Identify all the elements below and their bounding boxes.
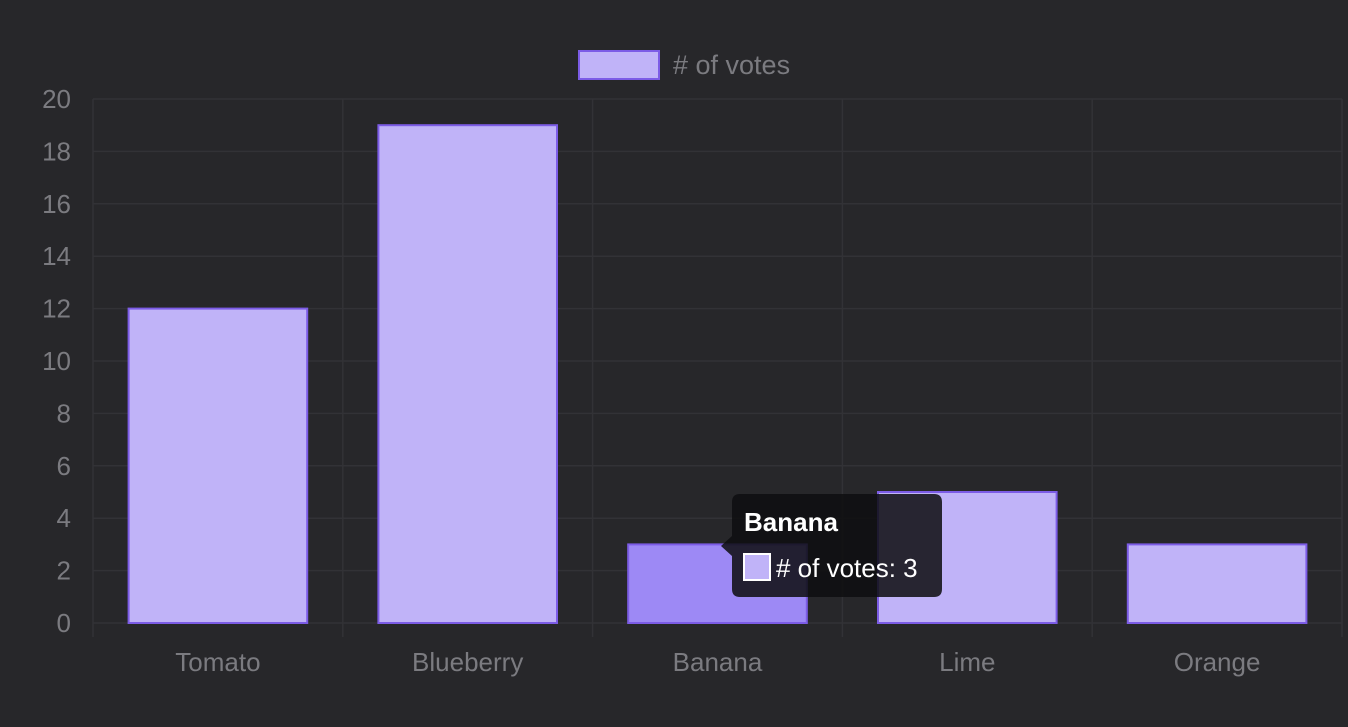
- y-tick-label: 12: [42, 294, 71, 324]
- y-tick-label: 16: [42, 189, 71, 219]
- legend[interactable]: # of votes: [578, 50, 790, 80]
- y-tick-label: 18: [42, 136, 71, 166]
- legend-label: # of votes: [673, 50, 790, 80]
- x-tick-label: Lime: [939, 647, 995, 677]
- y-tick-label: 2: [57, 556, 71, 586]
- y-tick-label: 6: [57, 451, 71, 481]
- y-tick-label: 20: [42, 84, 71, 114]
- bar-blueberry[interactable]: [377, 124, 559, 624]
- x-tick-label: Banana: [673, 647, 763, 677]
- tooltip-swatch: [743, 553, 771, 581]
- y-tick-label: 0: [57, 608, 71, 638]
- tooltip: Banana # of votes: 3: [721, 494, 942, 597]
- legend-swatch: [578, 50, 660, 80]
- tooltip-title: Banana: [744, 507, 838, 537]
- y-tick-label: 10: [42, 346, 71, 376]
- y-tick-label: 4: [57, 503, 71, 533]
- bar-orange[interactable]: [1126, 543, 1308, 625]
- bar-tomato[interactable]: [127, 307, 309, 624]
- bars-layer: [127, 124, 1308, 625]
- x-tick-label: Orange: [1174, 647, 1261, 677]
- tooltip-label: # of votes: 3: [776, 553, 918, 583]
- x-tick-label: Blueberry: [412, 647, 523, 677]
- y-tick-label: 14: [42, 241, 71, 271]
- y-tick-label: 8: [57, 398, 71, 428]
- x-tick-label: Tomato: [175, 647, 260, 677]
- tooltip-box: [721, 494, 942, 597]
- ticks-layer: 0 2 4 6 8 10 12 14 16 18 20 Tomato Blueberry Banana Li…: [42, 84, 1260, 677]
